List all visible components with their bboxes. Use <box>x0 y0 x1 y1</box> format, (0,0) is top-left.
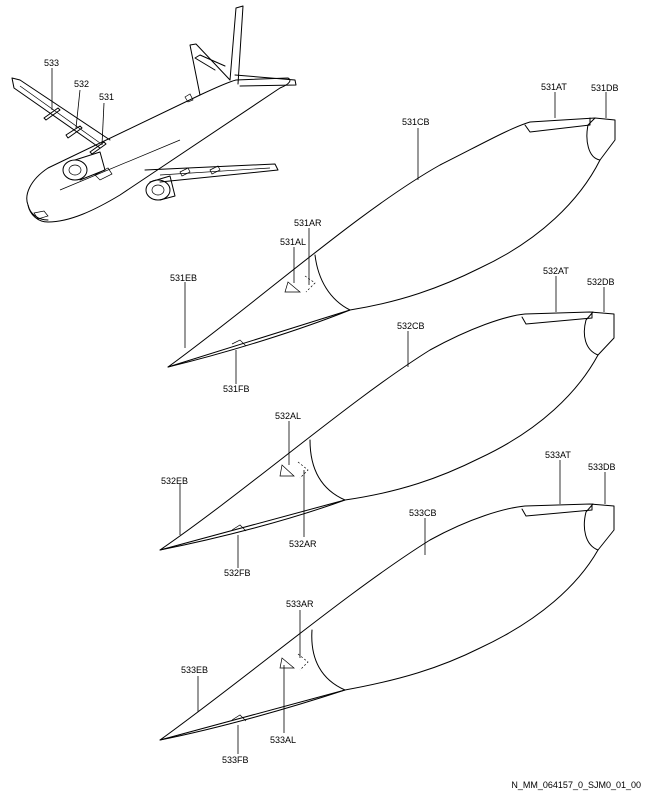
label-532AL: 532AL <box>275 411 301 421</box>
label-531FB: 531FB <box>223 384 250 394</box>
label-533CB: 533CB <box>409 508 437 518</box>
drawing-reference: N_MM_064157_0_SJM0_01_00 <box>511 780 641 790</box>
label-531CB: 531CB <box>402 117 430 127</box>
label-532: 532 <box>74 79 89 89</box>
aircraft-locator-illustration <box>11 5 297 223</box>
fairing-533 <box>159 460 615 754</box>
label-531AL: 531AL <box>280 237 306 247</box>
label-531DB: 531DB <box>591 83 619 93</box>
label-533DB: 533DB <box>588 462 616 472</box>
label-532FB: 532FB <box>224 568 251 578</box>
label-531AT: 531AT <box>541 82 567 92</box>
fairing-532 <box>159 276 615 568</box>
label-533AT: 533AT <box>545 450 571 460</box>
fairing-531 <box>167 92 616 384</box>
label-533FB: 533FB <box>222 755 249 765</box>
label-531AR: 531AR <box>294 218 322 228</box>
label-531EB: 531EB <box>170 273 197 283</box>
label-532CB: 532CB <box>397 321 425 331</box>
label-532AR: 532AR <box>289 539 317 549</box>
label-533EB: 533EB <box>181 665 208 675</box>
label-531: 531 <box>99 92 114 102</box>
label-533AL: 533AL <box>270 735 296 745</box>
label-533AR: 533AR <box>286 599 314 609</box>
label-533: 533 <box>44 58 59 68</box>
label-532DB: 532DB <box>587 277 615 287</box>
label-532AT: 532AT <box>543 266 569 276</box>
label-532EB: 532EB <box>161 476 188 486</box>
